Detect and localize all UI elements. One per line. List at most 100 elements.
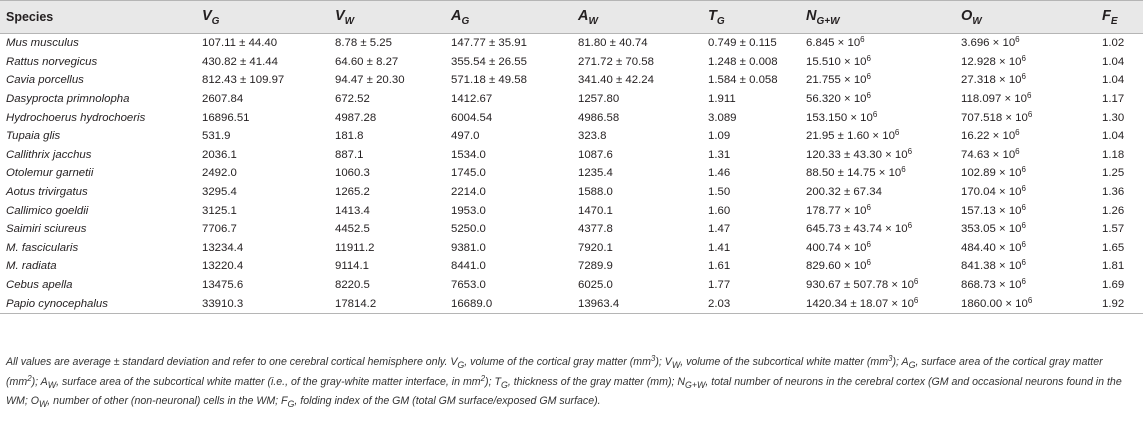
cell-species: Cavia porcellus <box>0 71 196 90</box>
cell-value: Aotus trivirgatus <box>6 186 88 199</box>
cell-ow: 74.63 × 106 <box>955 146 1096 165</box>
cell-value: 484.40 × 10 <box>961 241 1022 254</box>
cell-value: 930.67 ± 507.78 × 10 <box>806 279 914 292</box>
table-row: Rattus norvegicus 430.82 ± 41.44 64.60 ± 8… <box>0 53 1143 72</box>
cell-tg: 1.911 <box>702 90 800 109</box>
cell-value: 1235.4 <box>578 167 613 180</box>
column-header-vw: VW <box>329 0 445 34</box>
cell-ngw: 6.845 × 106 <box>800 34 955 53</box>
cell-exponent: 6 <box>866 72 871 82</box>
cell-value: 16896.51 <box>202 111 250 124</box>
cell-species: Rattus norvegicus <box>0 53 196 72</box>
cell-exponent: 6 <box>1015 146 1020 156</box>
cell-value: 153.150 × 10 <box>806 111 873 124</box>
cell-vg: 2492.0 <box>196 164 329 183</box>
cell-vg: 812.43 ± 109.97 <box>196 71 329 90</box>
cell-ow: 118.097 × 106 <box>955 90 1096 109</box>
cell-value: 1.57 <box>1102 223 1125 236</box>
cell-aw: 7920.1 <box>572 239 702 258</box>
cell-value: 1.18 <box>1102 148 1125 161</box>
cell-aw: 13963.4 <box>572 294 702 314</box>
cell-exponent: 6 <box>913 277 919 287</box>
cell-species: Saimiri sciureus <box>0 220 196 239</box>
cell-vw: 1265.2 <box>329 183 445 202</box>
cell-exponent: 6 <box>894 128 900 138</box>
cell-value: 355.54 ± 26.55 <box>451 55 527 68</box>
cell-value: 17814.2 <box>335 297 377 310</box>
cell-exponent: 6 <box>860 35 865 45</box>
footnote-text: , volume of the subcortical white matter… <box>680 356 889 368</box>
column-header-label: A <box>451 7 462 24</box>
cell-value: 1860.00 × 10 <box>961 297 1028 310</box>
cell-value: 1257.80 <box>578 93 620 106</box>
cell-vw: 4452.5 <box>329 220 445 239</box>
cell-value: 7289.9 <box>578 260 613 273</box>
cell-species: Tupaia glis <box>0 127 196 146</box>
cell-value: 3.089 <box>708 111 737 124</box>
cell-value: 13220.4 <box>202 260 244 273</box>
cell-ag: 16689.0 <box>445 294 572 314</box>
cell-tg: 1.248 ± 0.008 <box>702 53 800 72</box>
footnote-text: ); A <box>892 356 909 368</box>
cell-value: 1.46 <box>708 167 731 180</box>
cell-tg: 1.46 <box>702 164 800 183</box>
column-header-subscript: W <box>344 15 355 27</box>
cell-value: 6025.0 <box>578 279 613 292</box>
table-row: Otolemur garnetii 2492.0 1060.3 1745.0 1235.… <box>0 164 1143 183</box>
cell-value: 178.77 × 10 <box>806 204 867 217</box>
column-header-label: V <box>335 7 345 24</box>
cell-value: Saimiri sciureus <box>6 223 87 236</box>
cell-vw: 8.78 ± 5.25 <box>329 34 445 53</box>
cell-ngw: 178.77 × 106 <box>800 201 955 220</box>
cell-value: 1060.3 <box>335 167 370 180</box>
cell-fe: 1.81 <box>1096 257 1143 276</box>
cell-value: 1953.0 <box>451 204 486 217</box>
cell-exponent: 6 <box>866 202 871 212</box>
cell-ngw: 15.510 × 106 <box>800 53 955 72</box>
cell-value: 1087.6 <box>578 148 613 161</box>
cell-species: Mus musculus <box>0 34 196 53</box>
cell-value: 1.17 <box>1102 93 1125 106</box>
cell-value: 81.80 ± 40.74 <box>578 37 648 50</box>
cell-ag: 9381.0 <box>445 239 572 258</box>
cell-value: 271.72 ± 70.58 <box>578 55 654 68</box>
cell-value: 56.320 × 10 <box>806 93 867 106</box>
column-header-label: F <box>1102 7 1111 24</box>
cell-aw: 271.72 ± 70.58 <box>572 53 702 72</box>
cell-exponent: 6 <box>866 53 871 63</box>
cell-aw: 6025.0 <box>572 276 702 295</box>
cell-ow: 868.73 × 106 <box>955 276 1096 295</box>
cell-value: 1.69 <box>1102 279 1125 292</box>
cell-species: Aotus trivirgatus <box>0 183 196 202</box>
cell-ag: 8441.0 <box>445 257 572 276</box>
table-row: Callithrix jacchus 2036.1 887.1 1534.0 1087.… <box>0 146 1143 165</box>
cell-value: Dasyprocta primnolopha <box>6 93 130 106</box>
cell-value: 4986.58 <box>578 111 620 124</box>
cell-aw: 4986.58 <box>572 108 702 127</box>
cell-ag: 1953.0 <box>445 201 572 220</box>
cell-value: 147.77 ± 35.91 <box>451 37 527 50</box>
cell-ow: 3.696 × 106 <box>955 34 1096 53</box>
cell-tg: 1.41 <box>702 239 800 258</box>
cell-value: 33910.3 <box>202 297 244 310</box>
cell-value: 118.097 × 10 <box>961 93 1027 106</box>
cell-species: Papio cynocephalus <box>0 294 196 314</box>
footnote-superscript: 2 <box>480 373 486 383</box>
cell-value: 1413.4 <box>335 204 370 217</box>
table-body: Mus musculus 107.11 ± 44.40 8.78 ± 5.25 147… <box>0 34 1143 314</box>
column-header-subscript: W <box>972 15 982 27</box>
column-header-label: T <box>708 7 717 24</box>
cell-value: 707.518 × 10 <box>961 111 1028 124</box>
footnote-subscript: W <box>671 360 681 371</box>
cell-vg: 16896.51 <box>196 108 329 127</box>
cell-ag: 7653.0 <box>445 276 572 295</box>
table-row: Mus musculus 107.11 ± 44.40 8.78 ± 5.25 147… <box>0 34 1143 53</box>
cell-species: Callimico goeldii <box>0 201 196 220</box>
cell-value: 1.81 <box>1102 260 1125 273</box>
cell-exponent: 6 <box>913 295 919 305</box>
column-header-aw: AW <box>572 0 702 34</box>
cell-value: 0.749 ± 0.115 <box>708 37 777 50</box>
table-row: Aotus trivirgatus 3295.4 1265.2 2214.0 1588.… <box>0 183 1143 202</box>
table-row: Callimico goeldii 3125.1 1413.4 1953.0 1470.… <box>0 201 1143 220</box>
